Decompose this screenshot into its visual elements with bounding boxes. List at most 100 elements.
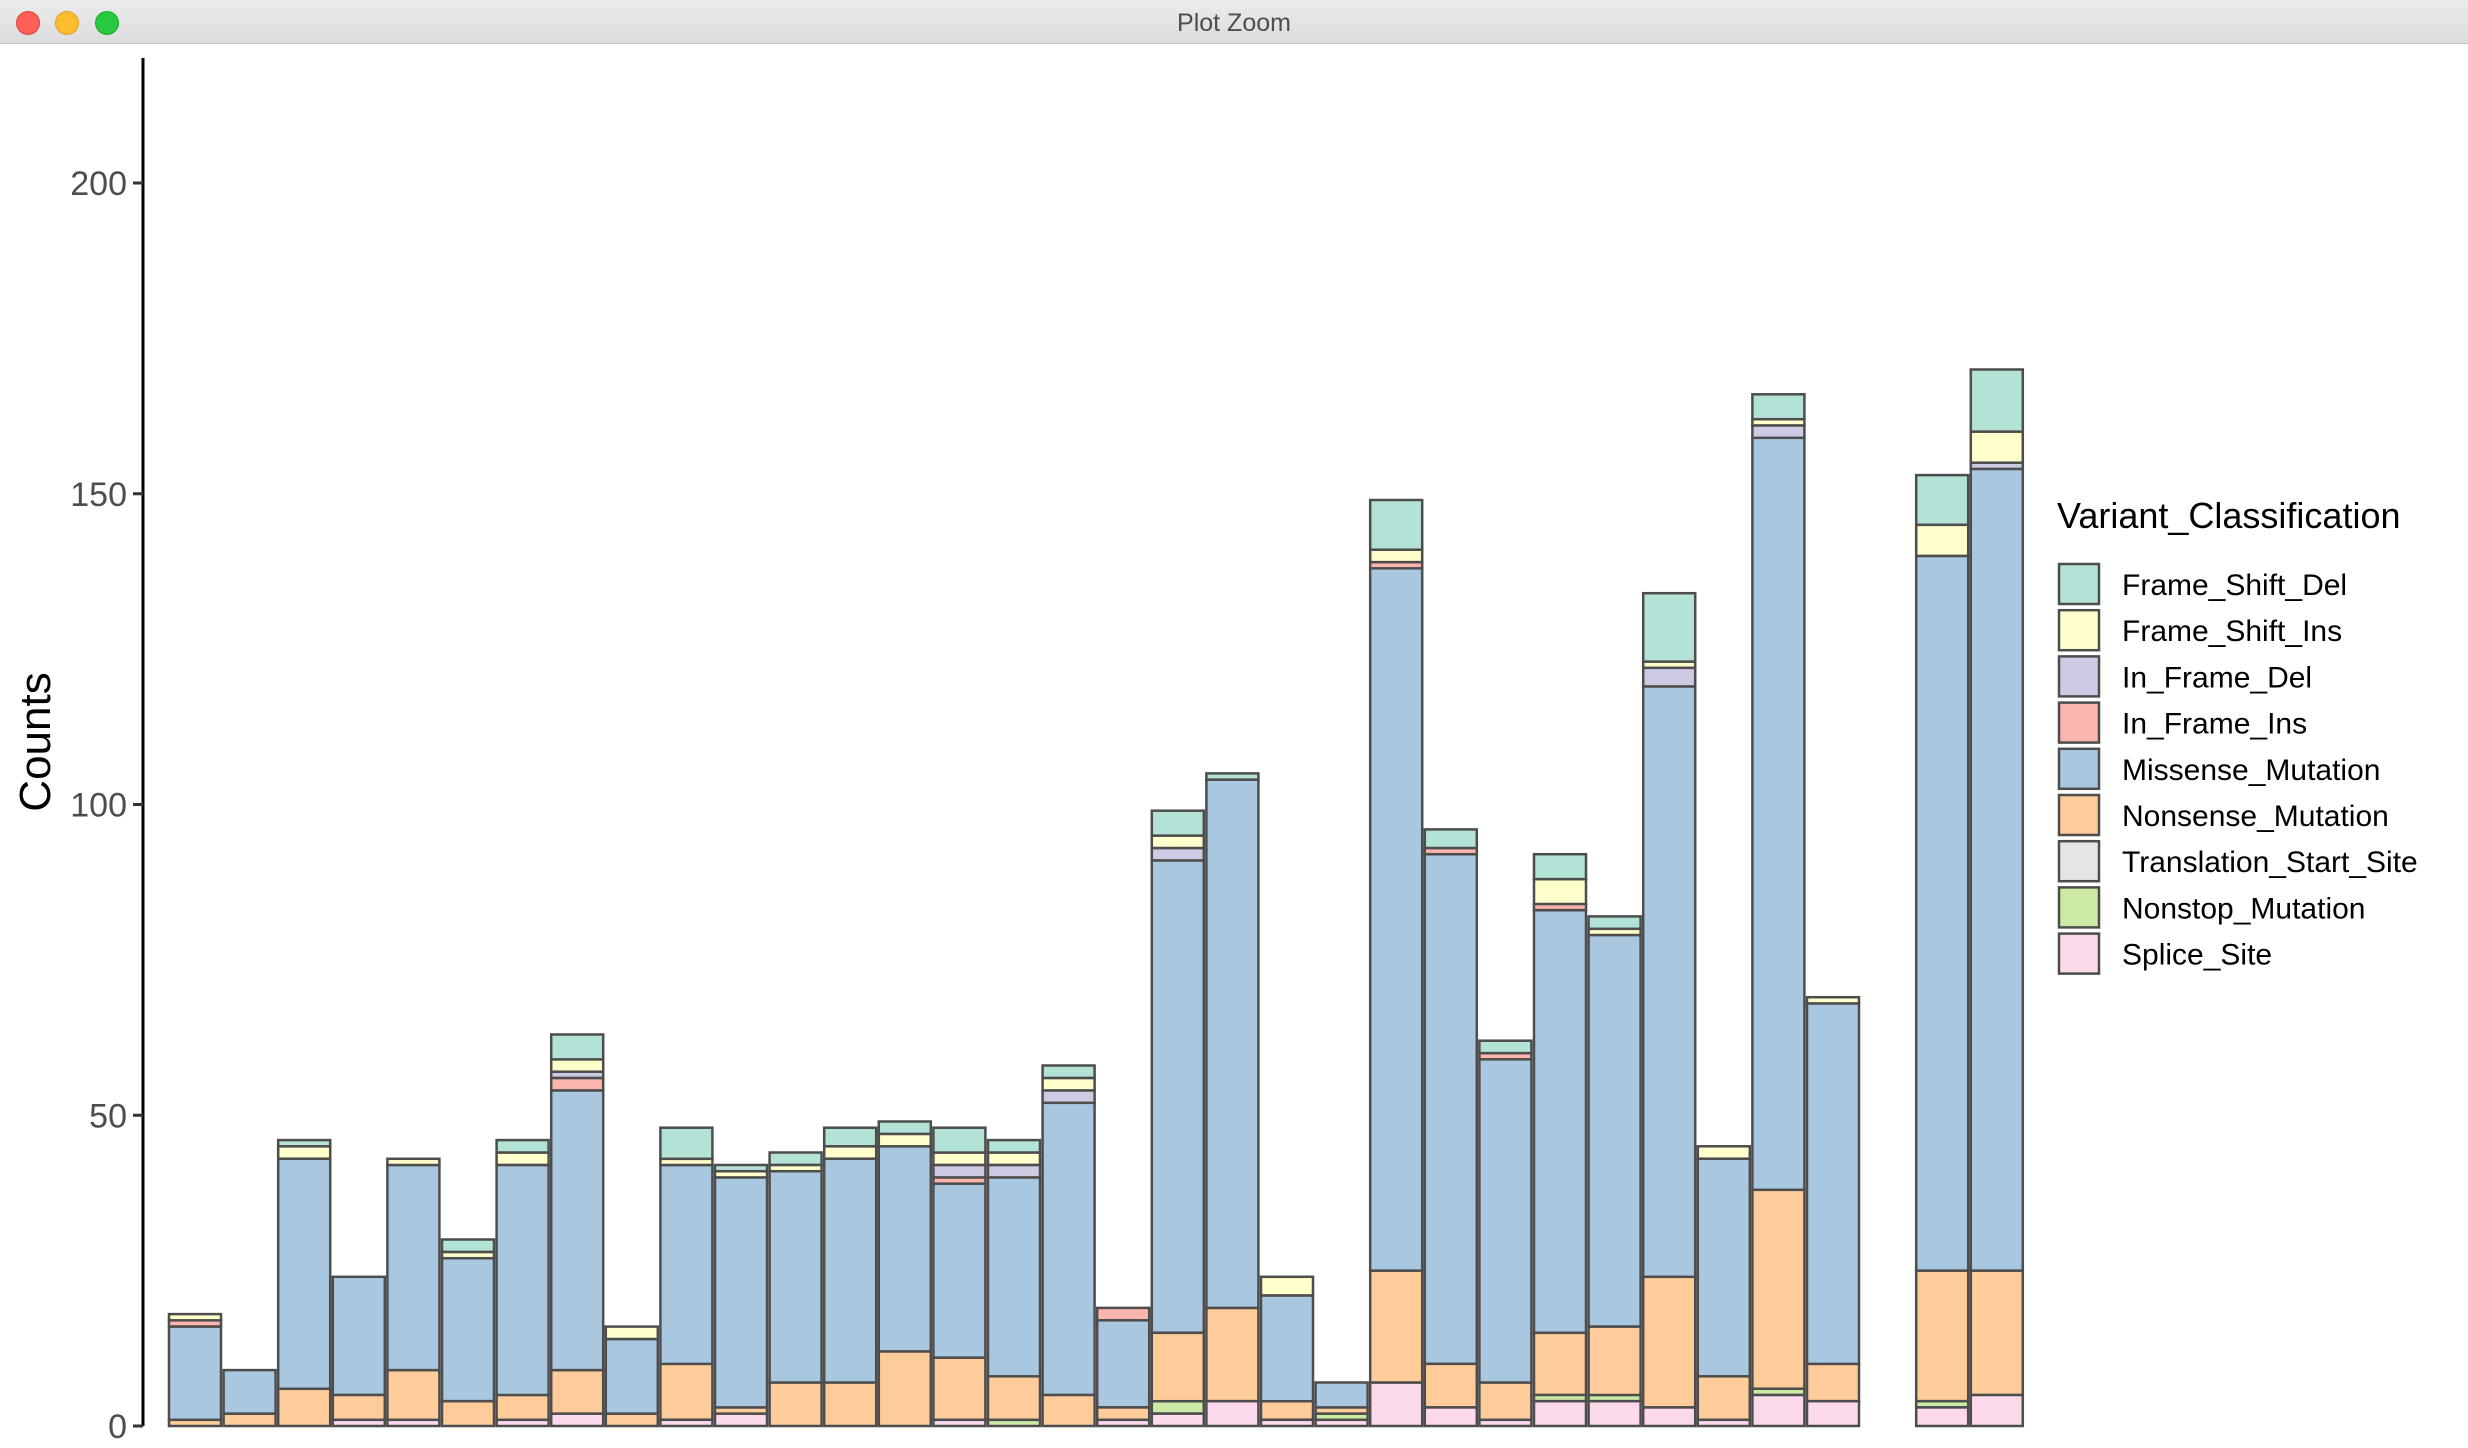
bar-segment-nonsense-mutation [331, 1393, 387, 1422]
bar-segment-frame-shift-del [877, 1120, 933, 1136]
bar-segment-frame-shift-ins [932, 1151, 987, 1167]
bar-segment-missense-mutation [1314, 1381, 1369, 1409]
bar-segment-missense-mutation [276, 1157, 332, 1391]
bar-segment-frame-shift-del [1641, 591, 1697, 663]
bar-segment-missense-mutation [1532, 908, 1588, 1335]
bar-segment-missense-mutation [1478, 1058, 1533, 1384]
bar-segment-missense-mutation [877, 1145, 933, 1353]
zoom-window-button[interactable] [95, 11, 119, 35]
bar-area [167, 368, 2025, 1428]
bar-segment-missense-mutation [1587, 933, 1642, 1328]
bar-segment-nonsense-mutation [1805, 1362, 1861, 1403]
bar-segment-missense-mutation [713, 1176, 769, 1409]
close-window-button[interactable] [16, 11, 40, 35]
legend-key-translation-start-site [2057, 839, 2101, 883]
bar-segment-frame-shift-del [1532, 852, 1588, 881]
bar-segment-in-frame-ins [549, 1076, 605, 1092]
bar-segment-nonsense-mutation [1969, 1269, 2025, 1397]
bar-segment-missense-mutation [386, 1163, 441, 1372]
window-title: Plot Zoom [1177, 9, 1291, 37]
bar-segment-nonsense-mutation [1532, 1331, 1588, 1397]
bar-segment-frame-shift-ins [822, 1145, 878, 1160]
title-bar: Plot Zoom [0, 0, 2468, 44]
legend-key-nonstop-mutation [2057, 886, 2101, 929]
y-axis-ticks: 0 50 100 150 200 [70, 165, 143, 1446]
bar-segment-frame-shift-ins [877, 1132, 933, 1148]
bar-segment-missense-mutation [932, 1182, 987, 1359]
bar-segment-missense-mutation [1641, 685, 1697, 1279]
bar-segment-frame-shift-del [276, 1138, 332, 1148]
bar-segment-splice-site [1150, 1412, 1206, 1428]
bar-segment-nonsense-mutation [386, 1368, 441, 1422]
bar-segment-nonsense-mutation [986, 1375, 1042, 1422]
bar-segment-missense-mutation [1423, 852, 1479, 1366]
bar-segment-missense-mutation [1368, 567, 1424, 1272]
bar-segment-missense-mutation [659, 1163, 714, 1366]
bar-segment-frame-shift-ins [276, 1145, 332, 1160]
bar-segment-frame-shift-del [1150, 809, 1206, 837]
bar-segment-splice-site [1423, 1406, 1479, 1428]
bar-segment-frame-shift-del [1587, 915, 1642, 931]
bar-segment-nonsense-mutation [1914, 1269, 1970, 1403]
legend-label: Frame_Shift_Del [2122, 569, 2347, 602]
legend-label: In_Frame_Del [2122, 661, 2312, 694]
legend-label: Splice_Site [2122, 939, 2272, 972]
bar-segment-frame-shift-ins [495, 1151, 550, 1167]
bar-segment-frame-shift-ins [1696, 1145, 1752, 1160]
bar-segment-nonsense-mutation [1478, 1381, 1533, 1422]
bar-segment-splice-site [1587, 1399, 1642, 1428]
bar-segment-missense-mutation [1805, 1002, 1861, 1366]
legend-label: Nonsense_Mutation [2122, 800, 2389, 833]
legend-key-splice-site [2057, 932, 2101, 975]
bar-segment-nonsense-mutation [1205, 1306, 1260, 1403]
bar-segment-nonsense-mutation [1696, 1375, 1752, 1422]
bar-segment-missense-mutation [1095, 1319, 1151, 1409]
bar-segment-nonsense-mutation [822, 1381, 878, 1428]
bar-segment-nonsense-mutation [1259, 1399, 1315, 1421]
bar-segment-nonsense-mutation [1368, 1269, 1424, 1384]
bar-segment-frame-shift-ins [604, 1325, 660, 1341]
bar-segment-frame-shift-del [549, 1033, 605, 1061]
legend-key-frame-shift-del [2057, 562, 2101, 606]
bar-segment-in-frame-del [1751, 424, 1806, 440]
bar-segment-splice-site [1532, 1399, 1588, 1428]
bar-segment-frame-shift-del [1041, 1064, 1096, 1080]
bar-segment-missense-mutation [495, 1163, 550, 1397]
legend-key-frame-shift-ins [2057, 608, 2101, 652]
bar-segment-missense-mutation [1041, 1101, 1096, 1397]
legend: Variant_Classification Frame_Shift_Del Fr… [2057, 495, 2418, 975]
bar-segment-frame-shift-ins [1150, 834, 1206, 850]
bar-segment-frame-shift-del [495, 1138, 550, 1154]
bar-segment-splice-site [1641, 1406, 1697, 1428]
bar-segment-frame-shift-ins [549, 1058, 605, 1073]
y-axis-label: Counts [11, 672, 60, 811]
bar-segment-frame-shift-ins [1259, 1275, 1315, 1297]
bar-segment-frame-shift-del [986, 1138, 1042, 1154]
bar-segment-frame-shift-ins [386, 1157, 441, 1167]
bar-segment-frame-shift-del [1751, 393, 1806, 421]
bar-segment-frame-shift-ins [1969, 430, 2025, 464]
bar-segment-splice-site [1751, 1393, 1806, 1428]
bar-segment-frame-shift-ins [167, 1312, 223, 1322]
y-tick-label: 200 [70, 165, 127, 203]
bar-segment-missense-mutation [549, 1089, 605, 1372]
bar-segment-in-frame-del [1041, 1089, 1096, 1105]
bar-segment-splice-site [1969, 1393, 2025, 1428]
bar-segment-missense-mutation [986, 1176, 1042, 1378]
bar-segment-nonsense-mutation [604, 1412, 660, 1428]
stacked-bar-chart: 0 50 100 150 200 Counts Variant_Classificati… [11, 58, 2418, 1446]
bar-segment-missense-mutation [440, 1256, 496, 1403]
bar-segment-frame-shift-del [768, 1151, 823, 1167]
bar-segment-nonsense-mutation [1641, 1275, 1697, 1409]
bar-segment-missense-mutation [222, 1368, 277, 1415]
minimize-window-button[interactable] [55, 11, 79, 35]
bar-segment-nonsense-mutation [932, 1356, 987, 1422]
bar-segment-frame-shift-ins [1368, 548, 1424, 564]
bar-segment-in-frame-del [986, 1163, 1042, 1179]
y-tick-label: 150 [70, 476, 127, 514]
bar-segment-frame-shift-del [1423, 828, 1479, 850]
bar-segment-frame-shift-del [1478, 1039, 1533, 1055]
y-tick-label: 50 [89, 1097, 127, 1135]
bar-segment-in-frame-ins [1095, 1306, 1151, 1322]
bar-segment-frame-shift-del [1914, 473, 1970, 527]
